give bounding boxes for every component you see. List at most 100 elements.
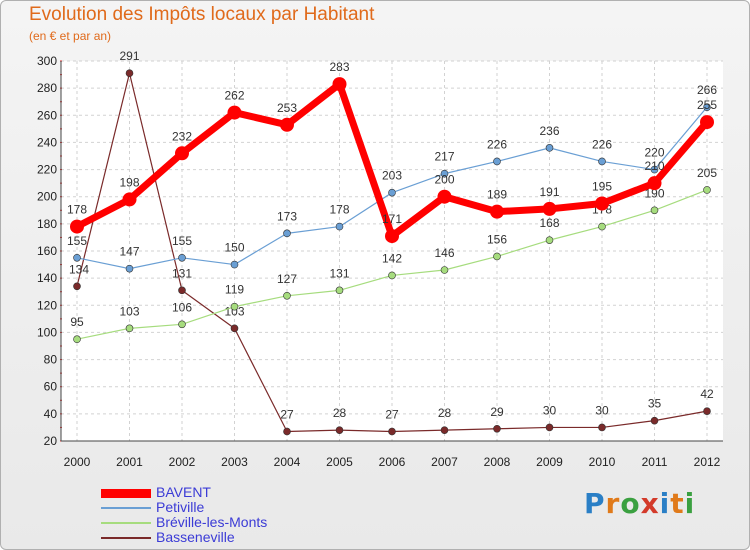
data-point [178,286,186,295]
data-point [230,324,239,333]
x-tick-label: 2005 [326,455,353,469]
logo-letter: o [620,487,641,520]
data-label: 173 [277,209,297,223]
logo-letter: i [659,487,671,520]
y-tick-label: 160 [37,244,57,258]
data-point [335,222,344,231]
data-point [385,229,399,244]
data-label: 27 [385,408,399,422]
data-label: 134 [69,262,89,276]
data-label: 210 [644,159,664,173]
data-label: 226 [592,137,612,151]
data-label: 142 [382,251,402,265]
y-tick-label: 140 [37,271,57,285]
data-label: 131 [172,266,192,280]
data-point [283,427,291,436]
data-point [545,236,554,244]
data-point [70,219,84,234]
x-tick-label: 2011 [642,455,668,469]
data-label: 30 [595,403,609,417]
x-tick-label: 2010 [589,455,616,469]
data-point [125,69,134,78]
data-point [490,204,504,219]
data-label: 30 [543,403,557,417]
logo-letter: t [670,487,685,520]
data-point [388,427,396,436]
data-point [175,146,189,161]
data-point [650,165,659,174]
data-label: 131 [329,266,349,280]
data-point [703,103,711,111]
y-tick-label: 20 [44,434,58,448]
y-tick-label: 220 [37,163,57,177]
chart-subtitle: (en € et par an) [29,29,112,43]
data-label: 283 [329,60,349,74]
data-point [280,117,294,132]
data-label: 200 [434,173,454,187]
data-label: 266 [697,83,717,97]
data-point [335,286,344,295]
legend-swatch [101,507,151,509]
logo-letter: x [640,487,660,520]
data-point [230,302,239,311]
x-tick-label: 2009 [536,455,563,469]
y-tick-label: 280 [37,81,57,95]
logo-letter: r [605,487,621,520]
proxiti-logo: Proxiti [584,487,695,520]
data-label: 119 [225,283,244,297]
data-label: 127 [277,272,297,286]
data-label: 191 [539,185,559,199]
legend-label: Basseneville [156,529,235,545]
y-tick-label: 120 [37,298,57,312]
data-label: 189 [487,188,507,202]
data-point [332,77,347,92]
data-label: 155 [172,234,192,248]
data-point [283,291,291,300]
data-point [440,169,449,178]
data-label: 28 [438,406,452,420]
y-tick-label: 180 [37,217,57,231]
data-point [493,252,501,261]
data-point [647,176,662,191]
data-label: 236 [539,124,559,138]
data-label: 146 [434,246,454,260]
data-label: 220 [644,146,664,160]
data-label: 28 [333,406,347,420]
data-label: 106 [172,300,192,314]
data-label: 205 [697,166,717,180]
y-tick-label: 300 [37,54,57,68]
data-point [125,264,134,273]
x-tick-label: 2012 [694,455,721,469]
data-point [388,188,396,197]
data-label: 178 [329,203,349,217]
data-point [598,423,606,432]
x-tick-label: 2008 [484,455,511,469]
legend-item: Bréville-les-Monts [101,514,341,531]
data-label: 291 [119,49,139,63]
data-point [178,320,186,329]
data-label: 226 [487,137,507,151]
data-label: 35 [648,397,662,411]
legend-label: Petiville [156,499,205,515]
legend-swatch [101,537,151,539]
data-point [227,105,242,120]
legend-item: Petiville [101,499,341,516]
data-point [73,335,81,344]
data-label: 262 [224,89,244,103]
data-label: 42 [700,387,714,401]
data-label: 171 [382,212,402,226]
x-tick-label: 2001 [116,455,143,469]
data-label: 203 [382,169,402,183]
y-tick-label: 260 [37,108,57,122]
data-point [650,416,659,425]
legend-item: BAVENT [101,484,341,501]
data-point [493,424,501,433]
data-point [700,115,714,130]
data-label: 178 [67,203,87,217]
y-tick-label: 40 [44,407,58,421]
data-label: 147 [119,245,139,259]
data-label: 253 [277,101,297,115]
data-label: 190 [644,186,664,200]
data-point [703,186,711,194]
